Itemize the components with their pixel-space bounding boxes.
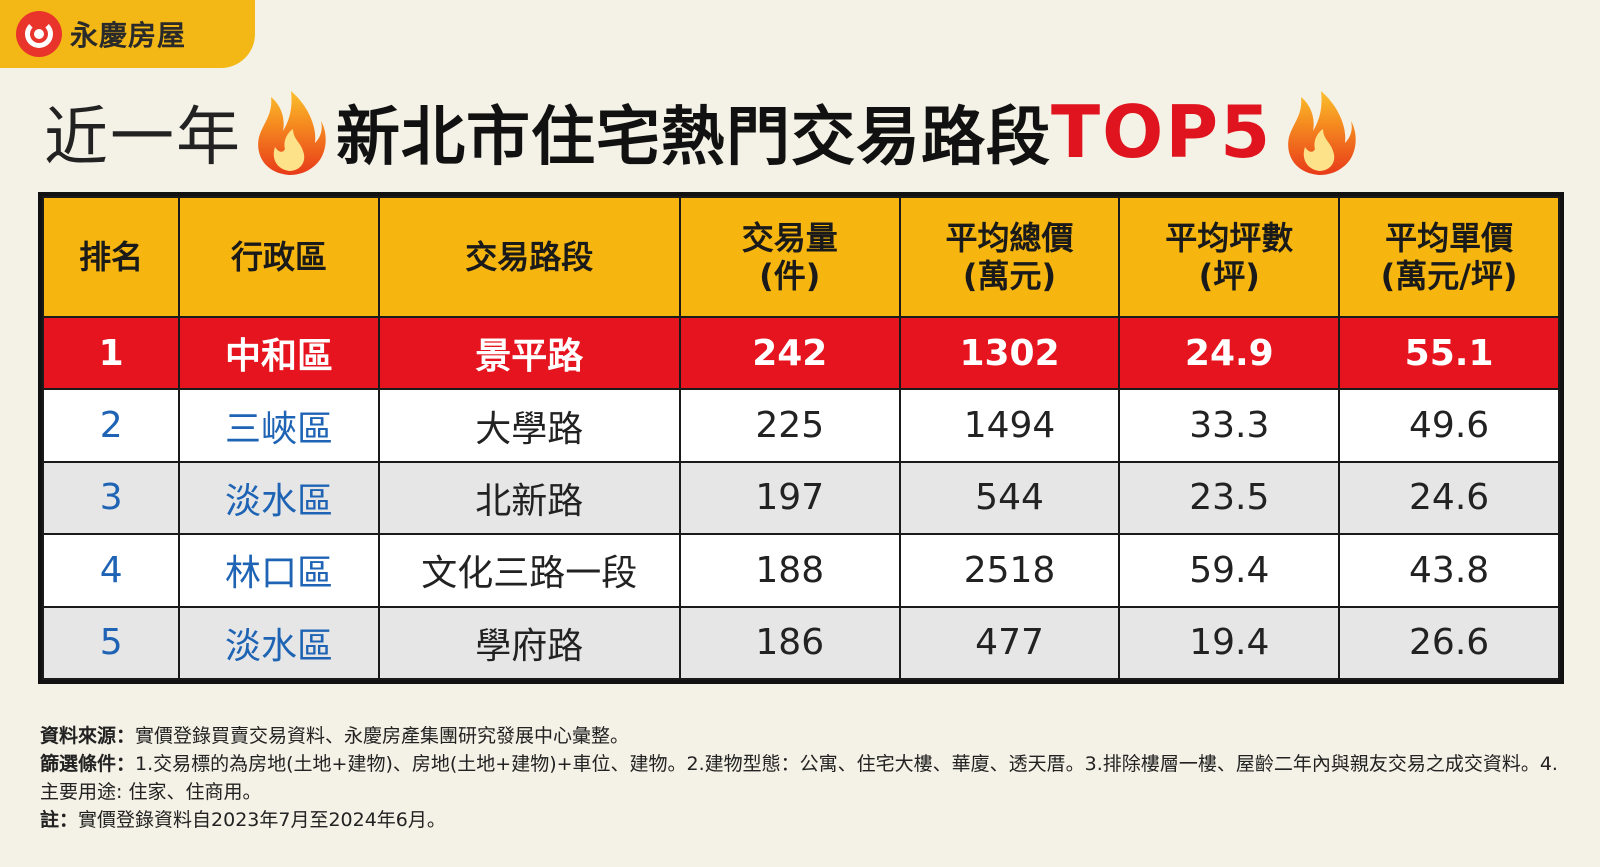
district-cell: 中和區	[178, 315, 380, 391]
avg-total-cell: 1494	[898, 388, 1121, 463]
brand-name: 永慶房屋	[70, 19, 187, 52]
table-row: 1 中和區 景平路 242 1302 24.9 55.1	[41, 315, 1560, 391]
header-volume: 交易量 (件)	[678, 196, 901, 318]
brand-logo: 永慶房屋	[0, 0, 255, 68]
volume-cell: 242	[678, 315, 901, 391]
header-avg-unit: 平均單價 (萬元/坪)	[1338, 196, 1560, 318]
title-suffix: TOP5	[1051, 90, 1273, 174]
avg-unit-cell: 55.1	[1338, 315, 1560, 391]
district-cell: 淡水區	[178, 605, 380, 681]
avg-total-cell: 477	[898, 605, 1121, 681]
header-district: 行政區	[178, 196, 380, 318]
table-row: 4 林口區 文化三路一段 188 2518 59.4 43.8	[41, 533, 1560, 608]
rank-cell: 2	[41, 388, 181, 463]
rank-cell: 3	[41, 460, 181, 536]
header-rank: 排名	[41, 196, 181, 318]
avg-unit-cell: 43.8	[1338, 533, 1560, 608]
avg-area-cell: 24.9	[1118, 315, 1341, 391]
title-main: 新北市住宅熱門交易路段	[336, 101, 1051, 175]
table-row: 2 三峽區 大學路 225 1494 33.3 49.6	[41, 388, 1560, 463]
avg-area-cell: 33.3	[1118, 388, 1341, 463]
header-avg-total: 平均總價 (萬元)	[898, 196, 1121, 318]
ranking-table: 排名 行政區 交易路段 交易量 (件) 平均總價 (萬元) 平均坪數 (坪) 平均單價…	[38, 192, 1564, 684]
district-cell: 淡水區	[178, 460, 380, 536]
volume-cell: 225	[678, 388, 901, 463]
volume-cell: 197	[678, 460, 901, 536]
avg-unit-cell: 49.6	[1338, 388, 1560, 463]
road-cell: 學府路	[377, 605, 681, 681]
table-row: 3 淡水區 北新路 197 544 23.5 24.6	[41, 460, 1560, 536]
avg-area-cell: 23.5	[1118, 460, 1341, 536]
avg-total-cell: 2518	[898, 533, 1121, 608]
brand-logo-icon	[16, 11, 62, 57]
avg-unit-cell: 26.6	[1338, 605, 1560, 681]
page-title: 近一年 新北市住宅熱門交易路段 TOP5	[44, 84, 1564, 180]
avg-total-cell: 1302	[898, 315, 1121, 391]
avg-total-cell: 544	[898, 460, 1121, 536]
avg-unit-cell: 24.6	[1338, 460, 1560, 536]
flame-icon	[258, 91, 326, 175]
avg-area-cell: 19.4	[1118, 605, 1341, 681]
footnotes: 資料來源：實價登錄買賣交易資料、永慶房產集團研究發展中心彙整。 篩選條件：1.交…	[40, 722, 1570, 834]
road-cell: 大學路	[377, 388, 681, 463]
volume-cell: 186	[678, 605, 901, 681]
flame-icon	[1288, 91, 1356, 175]
header-avg-area: 平均坪數 (坪)	[1118, 196, 1341, 318]
filter-note: 篩選條件：1.交易標的為房地(土地+建物)、房地(土地+建物)+車位、建物。2.…	[40, 753, 1558, 803]
header-road: 交易路段	[377, 196, 681, 318]
period-note: 註：實價登錄資料自2023年7月至2024年6月。	[40, 809, 446, 831]
table-header-row: 排名 行政區 交易路段 交易量 (件) 平均總價 (萬元) 平均坪數 (坪) 平均單價…	[41, 196, 1560, 318]
rank-cell: 4	[41, 533, 181, 608]
road-cell: 北新路	[377, 460, 681, 536]
rank-cell: 5	[41, 605, 181, 681]
avg-area-cell: 59.4	[1118, 533, 1341, 608]
source-note: 資料來源：實價登錄買賣交易資料、永慶房產集團研究發展中心彙整。	[40, 725, 630, 747]
title-prefix: 近一年	[44, 101, 242, 175]
road-cell: 景平路	[377, 315, 681, 391]
district-cell: 三峽區	[178, 388, 380, 463]
district-cell: 林口區	[178, 533, 380, 608]
road-cell: 文化三路一段	[377, 533, 681, 608]
rank-cell: 1	[41, 315, 181, 391]
table-row: 5 淡水區 學府路 186 477 19.4 26.6	[41, 605, 1560, 681]
volume-cell: 188	[678, 533, 901, 608]
